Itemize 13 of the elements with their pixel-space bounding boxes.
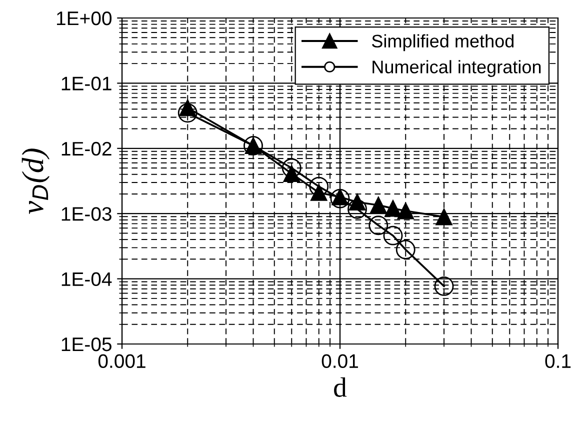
- y-tick-label: 1E-03: [62, 207, 112, 221]
- legend-label: Simplified method: [372, 34, 514, 52]
- y-tick-label: 1E-04: [62, 272, 112, 286]
- y-tick-label: 1E+00: [56, 11, 112, 26]
- y-axis-title: ν$_{D}$(d): [22, 148, 50, 214]
- y-tick-label: 1E-02: [62, 142, 112, 156]
- y-tick-label: 1E-05: [62, 337, 112, 352]
- x-tick-label: 0.001: [98, 354, 146, 368]
- y-tick-label: 1E-01: [62, 76, 112, 90]
- x-tick-label: 0.1: [545, 354, 571, 368]
- x-tick-label: 0.01: [322, 354, 358, 368]
- legend-label: Numerical integration: [372, 60, 541, 77]
- x-axis-title: d: [334, 377, 347, 397]
